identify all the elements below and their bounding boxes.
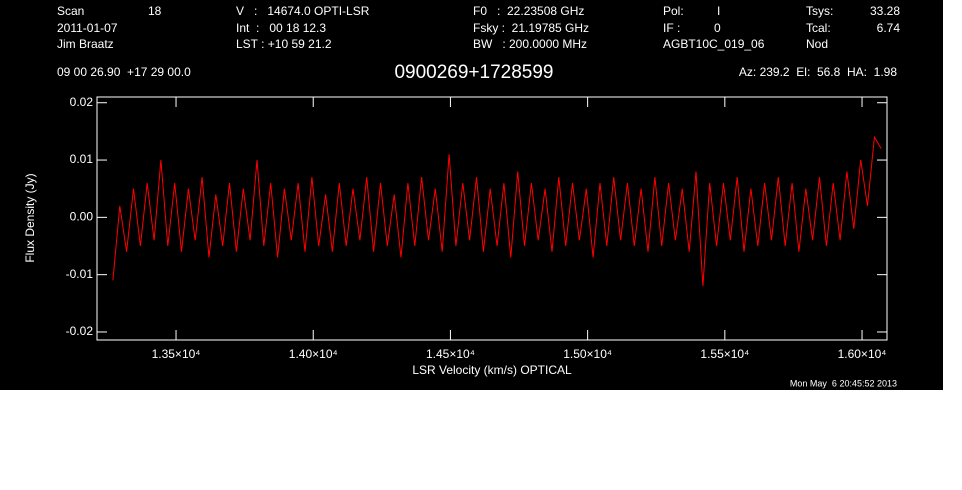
- y-axis-label: Flux Density (Jy): [23, 173, 37, 262]
- header-text: AGBT10C_019_06: [663, 37, 765, 51]
- header-text: Tcal:: [806, 21, 831, 35]
- header-text: IF :: [663, 21, 680, 35]
- header-text: 6.74: [877, 21, 901, 35]
- header-text: Az: 239.2 El: 56.8 HA: 1.98: [739, 65, 897, 79]
- header-text: 33.28: [870, 4, 900, 18]
- x-tick-label: 1.50×10⁴: [563, 347, 612, 361]
- header-text: Fsky : 21.19785 GHz: [473, 21, 589, 35]
- header-text: LST : +10 59 21.2: [236, 37, 332, 51]
- y-tick-label: 0.00: [70, 210, 94, 224]
- y-tick-label: -0.02: [66, 324, 94, 338]
- header-text: V : 14674.0 OPTI-LSR: [236, 4, 370, 18]
- header-text: Int : 00 18 12.3: [236, 21, 326, 35]
- header-text: 09 00 26.90 +17 29 00.0: [57, 65, 191, 79]
- y-tick-label: -0.01: [66, 267, 94, 281]
- header-text: Nod: [806, 37, 828, 51]
- x-tick-label: 1.60×10⁴: [838, 347, 887, 361]
- x-tick-label: 1.45×10⁴: [426, 347, 475, 361]
- x-tick-label: 1.35×10⁴: [152, 347, 201, 361]
- x-axis-label: LSR Velocity (km/s) OPTICAL: [412, 363, 572, 377]
- chart-title: 0900269+1728599: [394, 62, 553, 83]
- timestamp: Mon May 6 20:45:52 2013: [790, 378, 897, 388]
- header-text: I: [717, 4, 720, 18]
- header-text: F0 : 22.23508 GHz: [473, 4, 584, 18]
- spectrum-line: [112, 135, 882, 287]
- header-text: BW : 200.0000 MHz: [473, 37, 587, 51]
- header-text: 18: [148, 4, 162, 18]
- x-tick-label: 1.40×10⁴: [289, 347, 338, 361]
- header-text: Tsys:: [806, 4, 833, 18]
- header-text: 0: [714, 21, 721, 35]
- background: [0, 0, 943, 390]
- header-text: 2011-01-07: [57, 21, 118, 35]
- x-tick-label: 1.55×10⁴: [700, 347, 749, 361]
- y-tick-label: 0.01: [70, 152, 94, 166]
- header-text: Jim Braatz: [57, 37, 114, 51]
- y-tick-label: 0.02: [70, 95, 94, 109]
- header-text: Scan: [57, 4, 84, 18]
- header-text: Pol:: [663, 4, 684, 18]
- plot-frame: [96, 96, 888, 341]
